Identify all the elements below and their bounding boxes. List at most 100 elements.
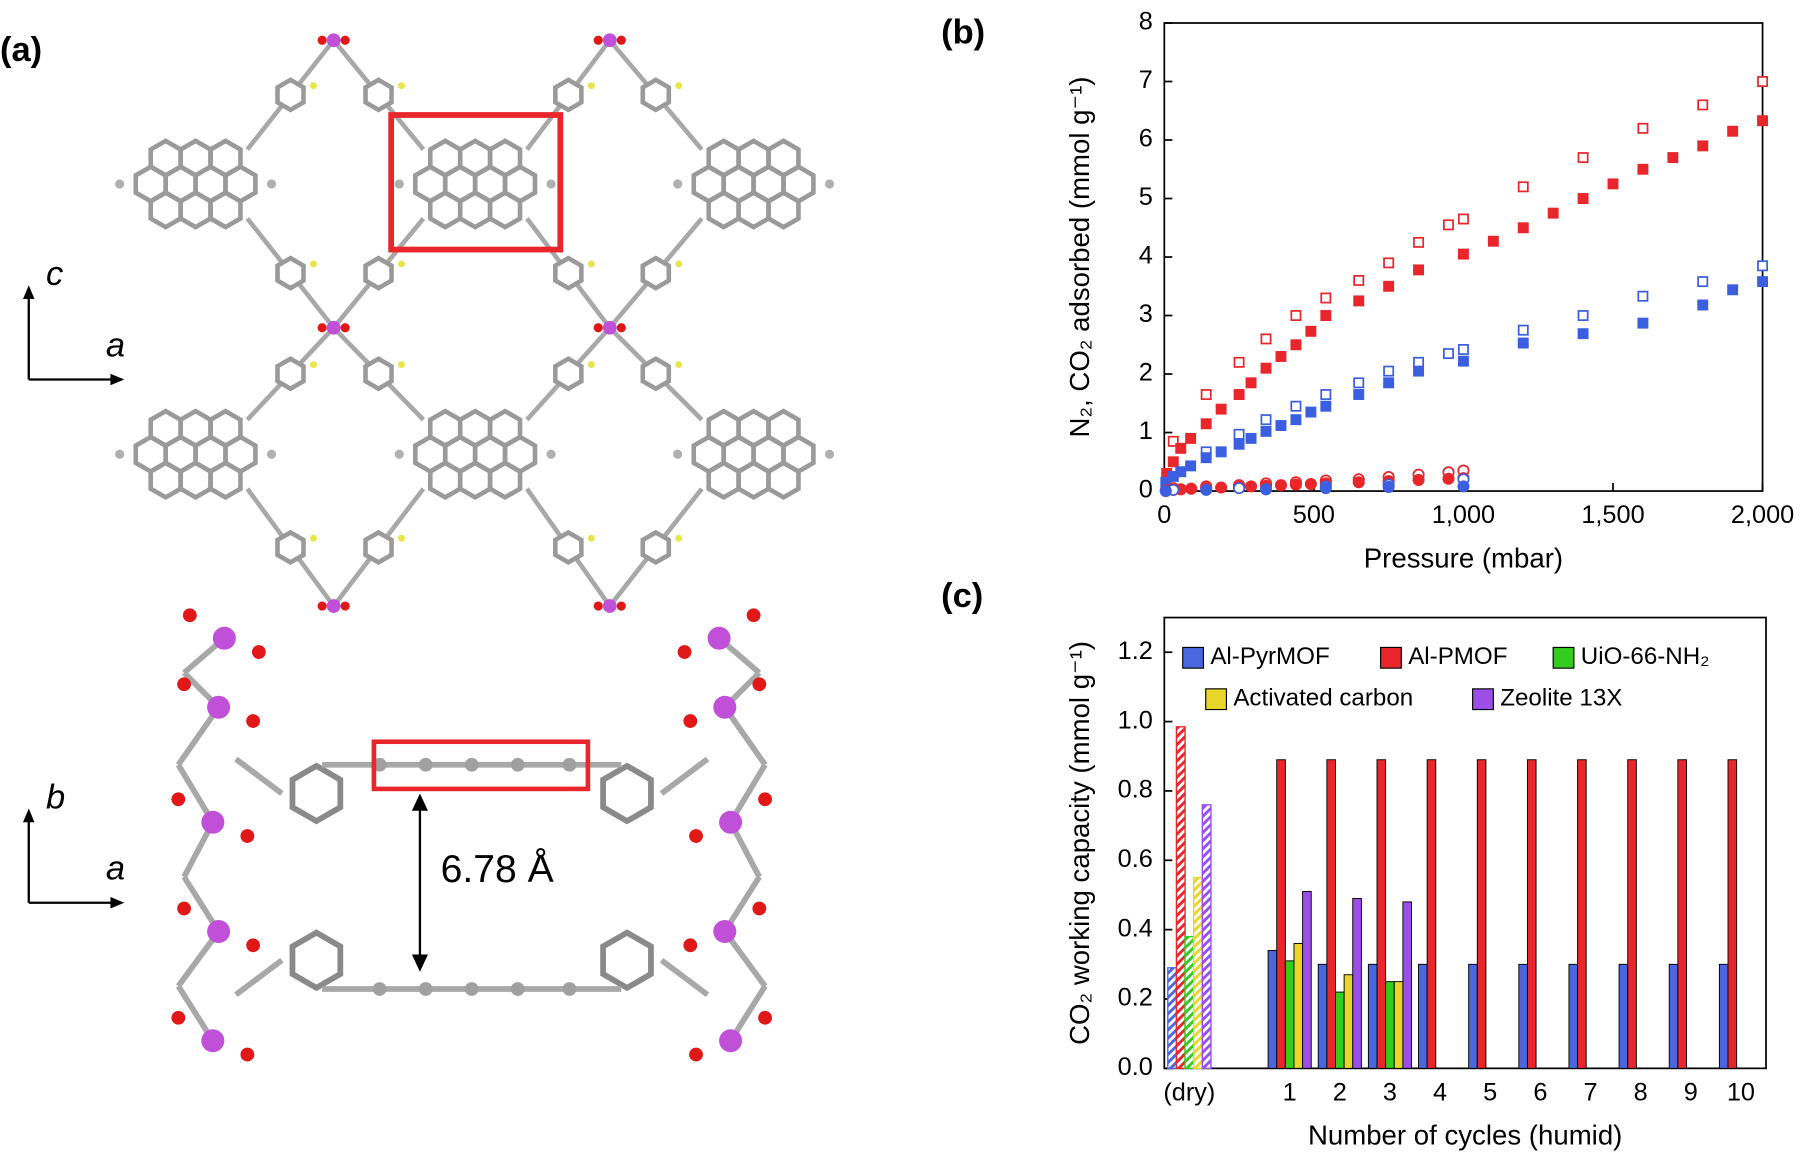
- bar: [1352, 897, 1362, 1069]
- y-tick-label: 0.4: [1118, 914, 1153, 942]
- point: [1697, 276, 1709, 288]
- x-tick-label: 0: [1157, 501, 1171, 529]
- point: [1413, 236, 1425, 248]
- atom: [562, 757, 577, 772]
- hydrogen: [587, 361, 595, 368]
- point: [1457, 355, 1469, 367]
- legend-label: Al-PyrMOF: [1210, 643, 1329, 670]
- point: [1304, 477, 1317, 491]
- point: [1167, 456, 1179, 468]
- y-axis-title: N₂, CO₂ adsorbed (mmol g⁻¹): [1064, 77, 1095, 438]
- oxygen: [177, 677, 191, 692]
- x-tick-label: (dry): [1163, 1078, 1215, 1106]
- x-tick-label: 8: [1634, 1078, 1648, 1106]
- point: [1517, 324, 1529, 336]
- y-tick-label: 0.2: [1118, 984, 1153, 1012]
- point: [1275, 351, 1287, 362]
- y-tick-label: 1: [1139, 417, 1153, 445]
- bar: [1418, 963, 1428, 1069]
- bar: [1302, 891, 1312, 1069]
- point: [1637, 163, 1649, 175]
- point: [1457, 213, 1469, 225]
- legend-swatch: [1182, 646, 1204, 669]
- point: [1697, 99, 1709, 111]
- metal: [201, 810, 225, 834]
- legend-label: Activated carbon: [1233, 685, 1413, 712]
- point: [1353, 377, 1365, 389]
- oxygen: [171, 792, 186, 807]
- atom: [394, 179, 404, 189]
- metal: [326, 320, 341, 335]
- oxygen: [689, 829, 703, 843]
- x-tick-label: 1: [1283, 1078, 1297, 1106]
- point: [1233, 482, 1246, 495]
- hydrogen: [398, 361, 405, 368]
- bar: [1201, 804, 1212, 1070]
- bar: [1376, 759, 1387, 1069]
- ring: [289, 762, 344, 825]
- oxygen: [616, 601, 626, 611]
- atom: [266, 179, 277, 189]
- metal: [707, 626, 731, 650]
- ring: [553, 356, 584, 392]
- ring: [178, 189, 213, 230]
- point: [1200, 483, 1213, 496]
- point: [1353, 274, 1365, 286]
- point: [1383, 365, 1395, 377]
- oxygen: [683, 714, 698, 728]
- point: [1289, 478, 1302, 491]
- bar: [1343, 974, 1354, 1069]
- point: [1215, 403, 1227, 415]
- axis-name: a: [106, 326, 125, 364]
- bond: [659, 957, 710, 998]
- x-tick-label: 2,000: [1731, 501, 1794, 529]
- point: [1175, 442, 1187, 454]
- legend-swatch: [1472, 688, 1494, 711]
- ring: [553, 529, 584, 566]
- ring: [640, 356, 672, 392]
- bar: [1267, 949, 1278, 1069]
- point: [1637, 290, 1649, 302]
- bond: [234, 756, 284, 796]
- y-tick-label: 2: [1139, 359, 1153, 387]
- ring: [640, 255, 672, 291]
- point: [1383, 280, 1395, 292]
- metal: [713, 920, 737, 943]
- bar: [1193, 876, 1204, 1070]
- ring: [553, 77, 584, 113]
- ring: [736, 460, 771, 501]
- point: [1320, 389, 1332, 400]
- hydrogen: [310, 260, 317, 268]
- ring: [178, 460, 213, 501]
- legend-swatch: [1380, 646, 1402, 669]
- bar: [1317, 963, 1328, 1069]
- y-tick-label: 7: [1139, 66, 1153, 94]
- point: [1200, 389, 1212, 400]
- atom: [824, 449, 835, 459]
- point: [1607, 178, 1619, 190]
- bar: [1718, 963, 1729, 1069]
- point: [1757, 260, 1769, 272]
- oxygen: [177, 901, 191, 916]
- point: [1185, 432, 1197, 444]
- legend-label: UiO-66-NH₂: [1581, 643, 1710, 670]
- x-tick-label: 4: [1433, 1078, 1447, 1106]
- point: [1413, 356, 1425, 368]
- hydrogen: [310, 534, 317, 542]
- point: [1259, 483, 1273, 496]
- hydrogen: [398, 82, 405, 90]
- legend-swatch: [1552, 646, 1575, 669]
- point: [1233, 428, 1245, 440]
- legend-swatch: [1205, 688, 1228, 711]
- bar: [1284, 960, 1295, 1069]
- y-tick-label: 3: [1139, 300, 1153, 328]
- arrow-head: [110, 373, 125, 386]
- metal: [201, 1029, 225, 1053]
- x-tick-label: 6: [1533, 1078, 1547, 1106]
- point: [1727, 125, 1739, 137]
- ring: [487, 460, 523, 501]
- point: [1637, 122, 1649, 134]
- oxygen: [246, 714, 261, 728]
- oxygen: [616, 35, 626, 45]
- ring: [600, 929, 654, 992]
